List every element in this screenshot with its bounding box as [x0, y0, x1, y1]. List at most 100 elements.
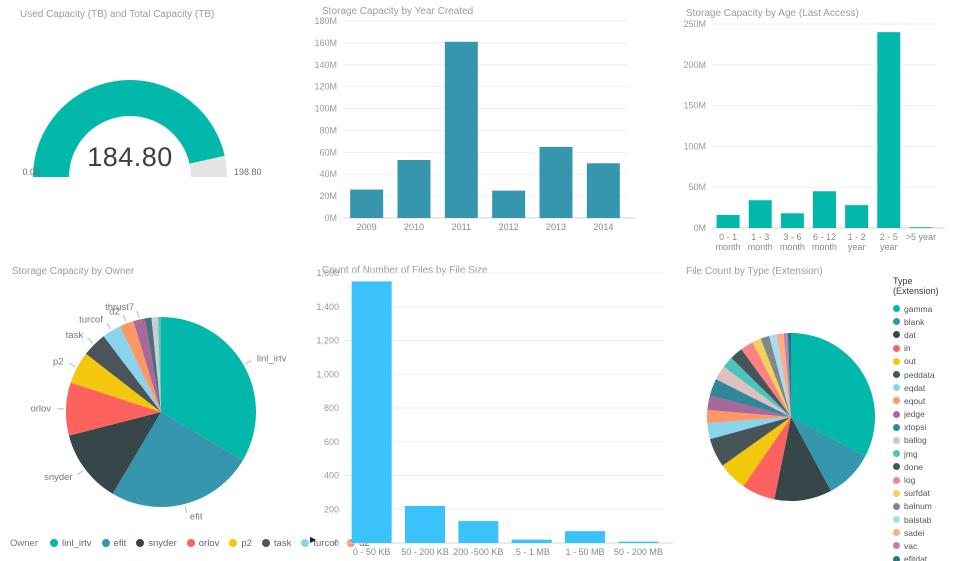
legend-label: sadei [904, 527, 925, 538]
bar-1 - 2 year[interactable] [845, 205, 869, 228]
legend-item-in[interactable]: in [893, 342, 960, 355]
legend-item-efit[interactable]: efit [101, 537, 127, 549]
bar-1 - 3 month[interactable] [748, 200, 772, 228]
pie-label-turcof: turcof [79, 315, 103, 326]
legend-item-snyder[interactable]: snyder [136, 538, 177, 549]
legend-dot [186, 539, 195, 547]
pie-callout-line [136, 310, 140, 318]
bar-2013[interactable] [539, 146, 573, 218]
pie-slice-unlabeled[interactable] [144, 317, 161, 412]
pie-slice-dat[interactable] [774, 417, 831, 501]
bar-2010[interactable] [397, 159, 431, 218]
bar-2 - 5 year[interactable] [877, 32, 901, 228]
pie-slice-ballog[interactable] [716, 366, 791, 417]
pie-slice-p2[interactable] [70, 353, 161, 412]
legend-label: efitdat [904, 554, 928, 561]
bar-2012[interactable] [492, 190, 526, 218]
pie-slice-d2[interactable] [120, 321, 161, 412]
legend-item-jmg[interactable]: jmg [893, 447, 960, 460]
pie-slice-in[interactable] [743, 417, 791, 500]
pie-slice-xtopsi[interactable] [709, 379, 791, 417]
pie-slice-balstab[interactable] [769, 334, 791, 417]
legend-item-dat[interactable]: dat [893, 328, 960, 341]
bar-2011[interactable] [444, 41, 478, 218]
pie-slice-jmg[interactable] [723, 357, 791, 417]
pie-callout-line [122, 314, 127, 322]
legend-item-peddata[interactable]: peddata [893, 368, 960, 381]
pie-slice-eqdat[interactable] [707, 417, 791, 440]
legend-item-eqout[interactable]: eqout [893, 394, 960, 407]
legend-item-eqdat[interactable]: eqdat [893, 381, 960, 394]
pie-slice-linl_irtv[interactable] [161, 317, 257, 461]
legend-item-orlov[interactable]: orlov [186, 538, 219, 549]
pie-slice-eqout[interactable] [707, 409, 791, 424]
pie-slice-log[interactable] [741, 342, 791, 417]
pie-slice-vac[interactable] [783, 333, 791, 417]
pie-slice-jedge[interactable] [707, 395, 791, 417]
scroll-right-icon[interactable]: ▶ [310, 535, 317, 544]
pie-slice-snyder[interactable] [68, 412, 161, 494]
bar-3 - 6 month[interactable] [780, 213, 804, 228]
legend-item-log[interactable]: log [893, 473, 960, 486]
pie-slice-efitdat[interactable] [787, 333, 791, 417]
legend-label: peddata [904, 369, 935, 380]
legend-item-linl_irtv[interactable]: linl_irtv [49, 538, 92, 549]
legend-item-sadei[interactable]: sadei [893, 526, 960, 539]
pie-slice-sadei[interactable] [776, 333, 791, 417]
bar-6 - 12 month[interactable] [813, 191, 836, 228]
bar-2014[interactable] [586, 163, 620, 218]
pie-label-p2: p2 [53, 356, 64, 367]
gauge-value: 184.80 [87, 142, 173, 172]
bar-50 - 200 MB[interactable] [618, 541, 659, 543]
legend-item-jedge[interactable]: jedge [893, 408, 960, 421]
legend-item-p2[interactable]: p2 [229, 538, 252, 549]
bar-.5 - 1 MB[interactable] [511, 539, 552, 543]
bar->5 year[interactable] [909, 227, 933, 228]
legend-dot [893, 516, 900, 524]
pie-slice-surfdat[interactable] [752, 338, 791, 417]
pie-slice-peddata[interactable] [709, 417, 791, 466]
filesize-chart-panel: Count of Number of Files by File Size 0 2… [305, 260, 680, 561]
legend-item-ballog[interactable]: ballog [893, 434, 960, 447]
pie-slice-task[interactable] [85, 336, 161, 412]
legend-item-blank[interactable]: blank [893, 315, 960, 328]
y-tick-label: 100M [683, 141, 706, 151]
pie-slice-turcof[interactable] [103, 326, 161, 412]
legend-item-vac[interactable]: vac [893, 539, 960, 552]
bar-1 - 50 MB[interactable] [565, 531, 605, 543]
legend-item-task[interactable]: task [261, 538, 291, 549]
pie-slice-balnum[interactable] [760, 335, 791, 417]
bar-2009[interactable] [350, 189, 384, 218]
pie-slice-efit[interactable] [112, 412, 243, 507]
pie-slice-out[interactable] [722, 417, 791, 487]
bar-0 - 1 month[interactable] [716, 214, 740, 228]
pie-slice-unlabeled[interactable] [151, 317, 161, 412]
legend-item-efitdat[interactable]: efitdat [893, 553, 960, 561]
legend-item-balnum[interactable]: balnum [893, 500, 960, 513]
x-tick-label: 3 - 6 [783, 232, 801, 242]
bar-0 - 50 KB[interactable] [351, 281, 392, 543]
legend-label: efit [113, 537, 127, 549]
x-tick-label: >5 year [906, 232, 936, 242]
pie-slice-done[interactable] [731, 349, 791, 417]
pie-slice-blank[interactable] [791, 417, 866, 491]
pie-slice-orlov[interactable] [66, 382, 161, 436]
legend-item-gamma[interactable]: gamma [893, 302, 960, 315]
legend-item-xtopsi[interactable]: xtopsi [893, 421, 960, 434]
pie-slice-unlabeled[interactable] [158, 317, 161, 412]
legend-item-out[interactable]: out [893, 355, 960, 368]
gauge-min-label: 0.00 [22, 167, 40, 177]
legend-item-surfdat[interactable]: surfdat [893, 487, 960, 500]
legend-item-balstab[interactable]: balstab [893, 513, 960, 526]
pie-slice-thrust7[interactable] [133, 318, 161, 412]
bar-200 -500 KB[interactable] [458, 521, 499, 543]
pie-callout-line [68, 362, 76, 368]
legend-item-turcof[interactable]: turcof [301, 538, 337, 549]
legend-dot [893, 436, 900, 444]
pie-slice-gamma[interactable] [791, 333, 875, 457]
legend-item-done[interactable]: done [893, 460, 960, 473]
bar-50 - 200 KB[interactable] [405, 505, 445, 543]
